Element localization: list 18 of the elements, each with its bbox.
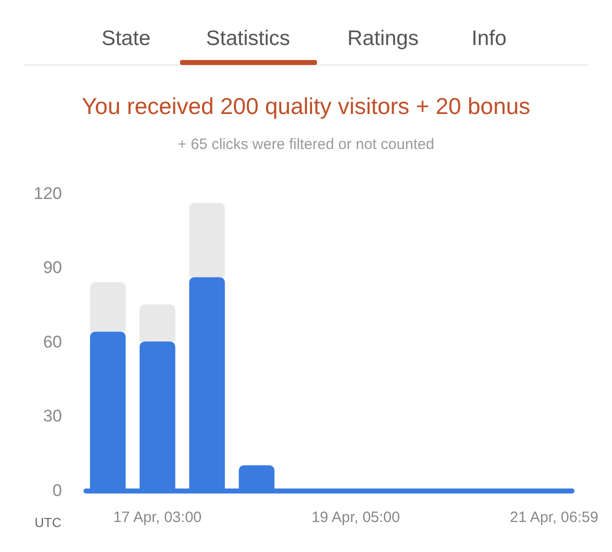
x-tick-label: 21 Apr, 06:59 xyxy=(510,509,598,526)
y-tick-label: 90 xyxy=(43,258,62,278)
text: Info xyxy=(471,27,507,50)
text: Ratings xyxy=(347,27,419,50)
text: State xyxy=(101,27,151,50)
bar xyxy=(140,304,176,342)
chart-title: You received 200 quality visitors + 20 bonus xyxy=(82,93,530,119)
x-axis-title: UTC xyxy=(34,515,62,530)
x-tick-label: 17 Apr, 03:00 xyxy=(113,509,202,526)
bar xyxy=(90,282,126,332)
y-tick-label: 120 xyxy=(34,184,62,203)
y-tick-label: 60 xyxy=(43,332,62,352)
text: Statistics xyxy=(206,27,290,50)
x-tick-label: 19 Apr, 05:00 xyxy=(312,509,400,526)
y-tick-label: 0 xyxy=(52,480,62,500)
y-tick-label: 30 xyxy=(43,406,62,426)
bar xyxy=(189,202,225,278)
chart-subtitle: + 65 clicks were filtered or not counted xyxy=(178,136,434,153)
